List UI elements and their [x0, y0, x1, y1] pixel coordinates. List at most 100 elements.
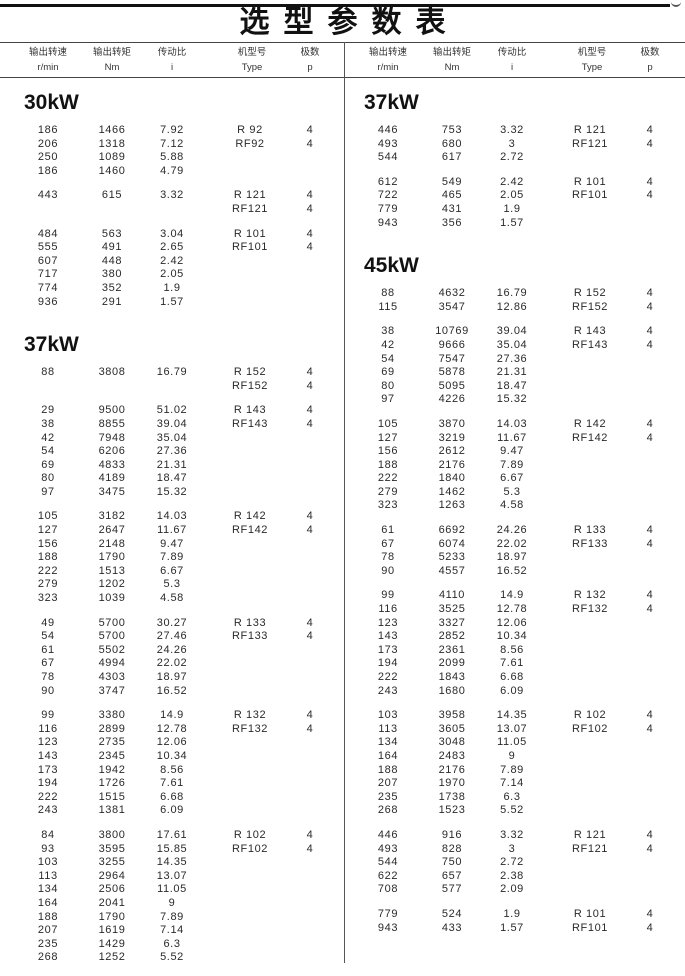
table-row: 105 3870 14.03 R 142 4 [340, 418, 680, 432]
ratio-cell: 16.52 [496, 564, 528, 577]
type-cell: RF121 [231, 202, 269, 215]
speed-cell: 67 [41, 657, 55, 670]
torque-cell: 2506 [98, 883, 126, 896]
torque-cell: 5700 [98, 616, 126, 629]
power-heading: 37kW [24, 333, 79, 357]
poles-cell: 4 [646, 175, 654, 188]
table-column: 30kW 186 1466 7.92 R 92 4 206 1318 7.12 RF92 4 250 1… [0, 78, 340, 976]
ratio-cell: 1.57 [160, 295, 184, 308]
ratio-cell: 3 [508, 842, 516, 855]
poles-cell: 4 [646, 537, 654, 550]
torque-cell: 1726 [98, 777, 126, 790]
table-row: 250 1089 5.88 [0, 151, 340, 165]
poles-cell: 4 [646, 603, 654, 616]
speed-cell: 243 [37, 804, 59, 817]
ratio-cell: 18.47 [156, 472, 188, 485]
table-row: 188 1790 7.89 [0, 911, 340, 925]
top-rule [0, 4, 670, 7]
speed-cell: 222 [37, 790, 59, 803]
speed-cell: 936 [37, 295, 59, 308]
speed-cell: 69 [41, 458, 55, 471]
torque-cell: 1513 [98, 564, 126, 577]
torque-cell: 4994 [98, 657, 126, 670]
table-row: 173 1942 8.56 [0, 764, 340, 778]
poles-cell: 4 [306, 842, 314, 855]
speed-cell: 323 [377, 499, 399, 512]
poles-cell: 4 [306, 137, 314, 150]
ratio-cell: 6.68 [160, 790, 184, 803]
table-row: 774 352 1.9 [0, 282, 340, 296]
table-row: 243 1381 6.09 [0, 804, 340, 818]
poles-cell: 4 [306, 379, 314, 392]
type-cell: R 152 [233, 366, 267, 379]
type-cell: RF152 [571, 300, 609, 313]
table-row: 67 6074 22.02 RF133 4 [340, 538, 680, 552]
ratio-cell: 18.47 [496, 379, 528, 392]
poles-cell: 4 [646, 828, 654, 841]
poles-cell: 4 [646, 287, 654, 300]
table-row: 708 577 2.09 [340, 883, 680, 897]
speed-cell: 54 [41, 630, 55, 643]
ratio-cell: 15.85 [156, 842, 188, 855]
type-cell: R 101 [573, 907, 607, 920]
table-row: 78 5233 18.97 [340, 551, 680, 565]
speed-cell: 127 [377, 431, 399, 444]
torque-cell: 2099 [438, 657, 466, 670]
ratio-cell: 2.42 [500, 175, 524, 188]
speed-cell: 268 [37, 951, 59, 964]
torque-cell: 2964 [98, 869, 126, 882]
type-cell: RF152 [231, 379, 269, 392]
torque-cell: 6074 [438, 537, 466, 550]
table-row: 493 680 3 RF121 4 [340, 138, 680, 152]
table-row: 88 4632 16.79 R 152 4 [340, 287, 680, 301]
table-row: 113 2964 13.07 [0, 870, 340, 884]
torque-cell: 1790 [98, 551, 126, 564]
ratio-cell: 14.35 [496, 709, 528, 722]
torque-cell: 615 [101, 189, 123, 202]
poles-cell: 4 [306, 616, 314, 629]
speed-cell: 779 [377, 907, 399, 920]
torque-cell: 3800 [98, 828, 126, 841]
table-row: 188 1790 7.89 [0, 551, 340, 565]
ratio-cell: 14.9 [500, 589, 524, 602]
table-row: 88 3808 16.79 R 152 4 [0, 366, 340, 380]
torque-cell: 549 [441, 175, 463, 188]
speed-cell: 607 [37, 254, 59, 267]
header-unit: Type [581, 62, 603, 73]
ratio-cell: 14.03 [156, 510, 188, 523]
torque-cell: 1942 [98, 763, 126, 776]
header-label: 输出转速 [28, 47, 67, 58]
ratio-cell: 11.05 [497, 736, 527, 749]
type-cell: RF102 [231, 842, 269, 855]
model-group: 38 10769 39.04 R 143 4 42 9666 35.04 RF143 4 54 754… [340, 325, 680, 407]
table-row: 134 3048 11.05 [340, 736, 680, 750]
ratio-cell: 22.02 [496, 537, 528, 550]
ratio-cell: 12.78 [496, 603, 528, 616]
type-cell: R 102 [573, 709, 607, 722]
ratio-cell: 7.61 [160, 777, 184, 790]
ratio-cell: 7.89 [160, 910, 184, 923]
torque-cell: 465 [441, 189, 463, 202]
torque-cell: 2483 [438, 749, 466, 762]
torque-cell: 1970 [438, 777, 466, 790]
ratio-cell: 11.67 [497, 431, 527, 444]
table-row: 484 563 3.04 R 101 4 [0, 228, 340, 242]
type-cell: R 92 [237, 124, 263, 136]
table-row: 54 7547 27.36 [340, 353, 680, 367]
table-row: 42 7948 35.04 [0, 432, 340, 446]
ratio-cell: 11.05 [157, 883, 187, 896]
torque-cell: 3255 [98, 856, 126, 869]
poles-cell: 4 [646, 137, 654, 150]
speed-cell: 123 [377, 616, 399, 629]
table-row: 243 1680 6.09 [340, 685, 680, 699]
ratio-cell: 10.34 [496, 630, 528, 643]
table-row: 90 3747 16.52 [0, 685, 340, 699]
ratio-cell: 24.26 [156, 643, 188, 656]
speed-cell: 127 [37, 524, 59, 537]
ratio-cell: 6.3 [163, 937, 181, 950]
poles-cell: 4 [646, 589, 654, 602]
ratio-cell: 30.27 [156, 616, 188, 629]
ratio-cell: 8.56 [160, 763, 184, 776]
ratio-cell: 14.03 [496, 417, 528, 430]
ratio-cell: 7.89 [500, 458, 524, 471]
